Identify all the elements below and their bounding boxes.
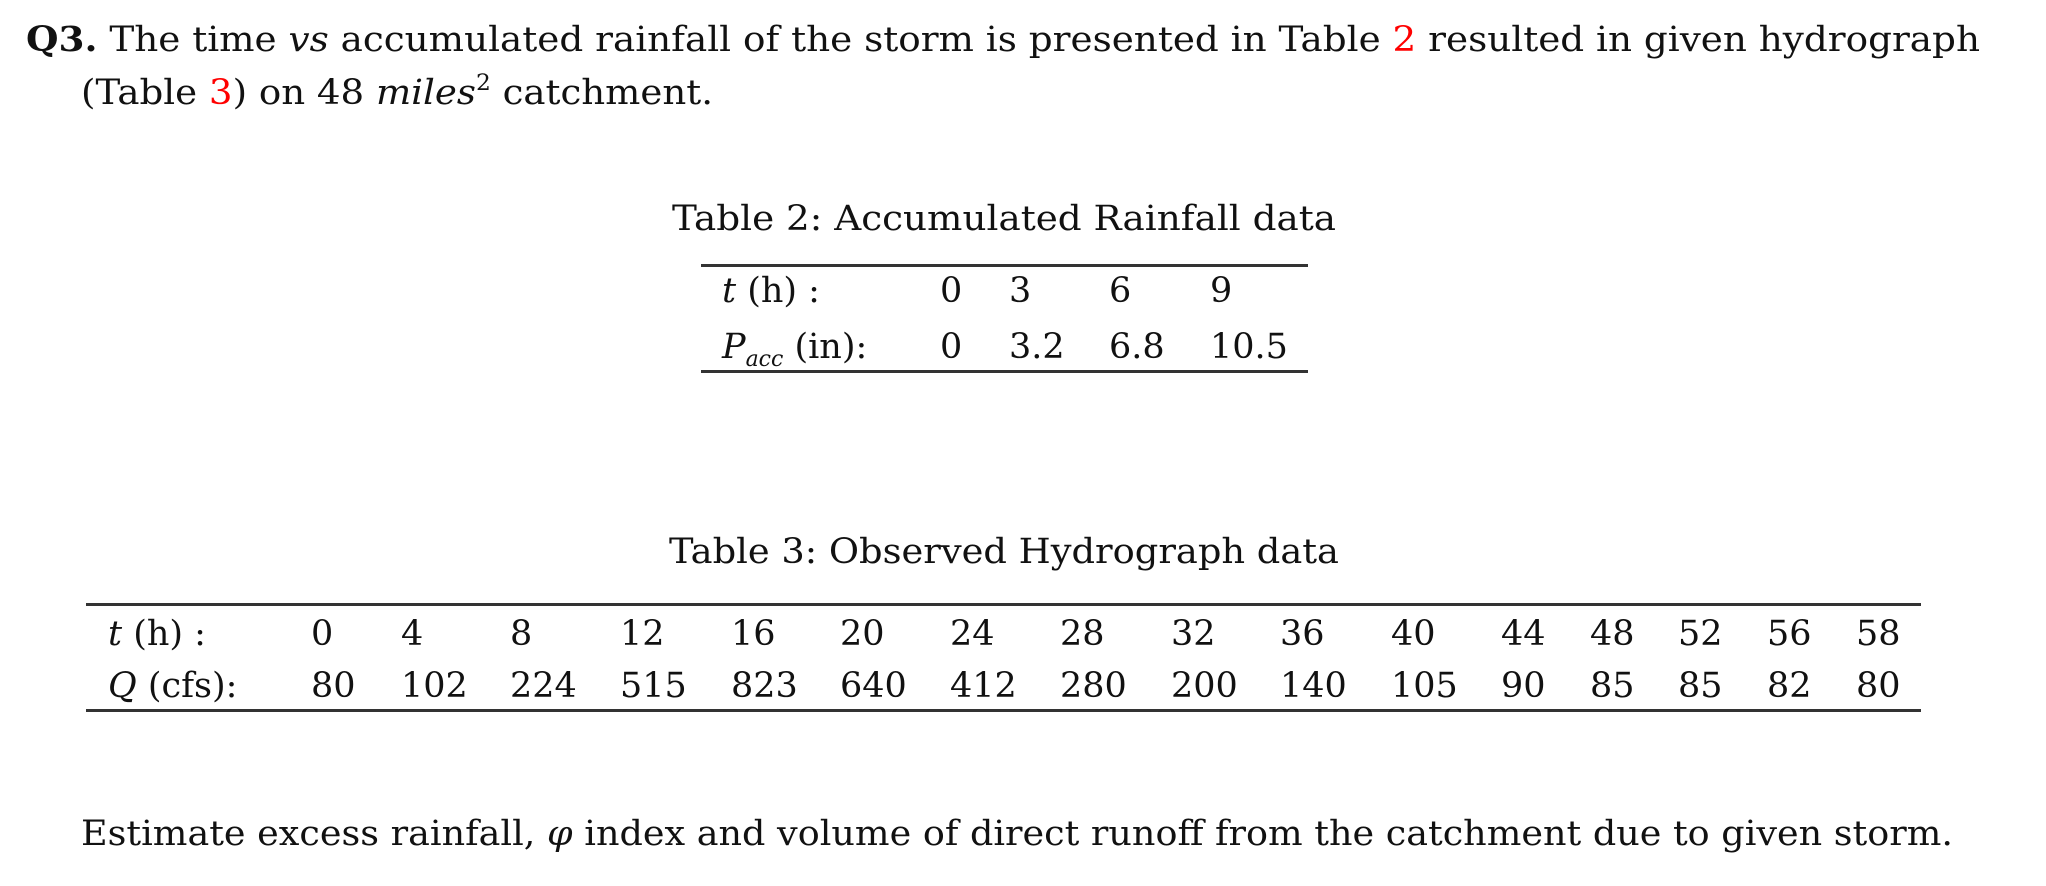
table-2-caption: Table 2: Accumulated Rainfall data [672,202,1336,237]
table-3-t-cell: 16 [731,614,776,654]
table-2-header-t: t (h) : [722,274,820,309]
t-unit: (h) : [122,614,206,654]
table-3-caption: Table 3: Observed Hydrograph data [669,535,1339,570]
vs-italic: vs [288,20,329,60]
question-line-2-text: (Table 3) on 48 miles2 catchment. [81,73,713,113]
table-3-t-cell: 24 [950,614,995,654]
table-3-t-cell: 58 [1856,614,1901,654]
table-3-q-cell: 82 [1767,666,1812,706]
question-line-1: Q3. The time vs accumulated rainfall of … [26,22,1980,58]
table-3-q-cell: 823 [731,666,798,706]
table-3-q-cell: 515 [620,666,687,706]
table-2-p-cell: 6.8 [1109,327,1165,367]
table-2-t-cell: 9 [1210,271,1233,311]
task-line: Estimate excess rainfall, φ index and vo… [81,817,1953,852]
table-3-t-cell: 36 [1280,614,1325,654]
task-text-part: Estimate excess rainfall, [81,814,548,854]
table-3-t-cell: 32 [1171,614,1216,654]
table-3-q-cell: 102 [401,666,468,706]
table-3-q-cell: 90 [1501,666,1546,706]
t-unit: (h) : [736,271,820,311]
question-text: accumulated rainfall of the storm is pre… [328,20,1393,60]
table-3-q-cell: 80 [1856,666,1901,706]
table-2-t-cell: 6 [1109,271,1132,311]
table-3-caption-text: Table 3: Observed Hydrograph data [669,532,1339,572]
task-text-part: index and volume of direct runoff from t… [572,814,1953,854]
table-3-t-cell: 12 [620,614,665,654]
task-text: Estimate excess rainfall, φ index and vo… [81,817,1953,852]
table-3-q-cell: 280 [1060,666,1127,706]
question-text: catchment. [490,73,713,113]
table-2-reference-link[interactable]: 2 [1392,20,1417,60]
table-3-q-cell: 85 [1590,666,1635,706]
table-2-bottom-rule [701,370,1308,373]
table-3-t-cell: 56 [1767,614,1812,654]
table-3-t-cell: 28 [1060,614,1105,654]
table-2-t-cell: 0 [940,271,963,311]
table-3-t-cell: 52 [1678,614,1723,654]
table-3-q-cell: 412 [950,666,1017,706]
table-2-caption-text: Table 2: Accumulated Rainfall data [672,199,1336,239]
table-3-q-cell: 80 [311,666,356,706]
question-text: The time [109,20,289,60]
table-3-q-cell: 140 [1280,666,1347,706]
question-text: (Table [81,73,209,113]
table-3-t-cell: 20 [840,614,885,654]
area-unit: miles [375,73,476,113]
table-2-p-cell: 3.2 [1009,327,1065,367]
table-3-t-cell: 4 [401,614,424,654]
question-label: Q3. [26,19,98,60]
table-3-t-cell: 48 [1590,614,1635,654]
table-2-t-cell: 3 [1009,271,1032,311]
t-variable: t [108,614,123,654]
question-text: resulted in given hydrograph [1416,20,1980,60]
table-3-header-q: Q (cfs): [108,669,237,704]
table-3-t-cell: 8 [510,614,533,654]
q-unit: (cfs): [136,666,238,706]
table-3-q-cell: 224 [510,666,577,706]
t-variable: t [722,271,737,311]
table-2-header-p: Pacc (in): [722,327,868,371]
phi-symbol: φ [547,814,573,854]
table-3-q-cell: 200 [1171,666,1238,706]
q-variable: Q [108,666,137,706]
table-3-t-cell: 0 [311,614,334,654]
question-line-1-text: Q3. The time vs accumulated rainfall of … [26,22,1980,58]
table-3-t-cell: 44 [1501,614,1546,654]
table-2-p-cell: 0 [940,327,963,367]
table-3-top-rule [86,603,1921,606]
table-3-t-cell: 40 [1391,614,1436,654]
table-2-top-rule [701,264,1308,267]
question-text: ) on 48 [232,73,376,113]
table-3-bottom-rule [86,709,1921,712]
table-3-header-t: t (h) : [108,617,206,652]
table-3-q-cell: 640 [840,666,907,706]
p-variable: P [722,327,746,367]
table-3-q-cell: 105 [1391,666,1458,706]
table-3-q-cell: 85 [1678,666,1723,706]
question-line-2: (Table 3) on 48 miles2 catchment. [81,73,713,111]
p-unit: (in): [783,327,868,367]
area-unit-exponent: 2 [475,71,491,96]
table-2-p-cell: 10.5 [1210,327,1288,367]
p-subscript: acc [745,347,784,372]
table-3-reference-link[interactable]: 3 [208,73,233,113]
